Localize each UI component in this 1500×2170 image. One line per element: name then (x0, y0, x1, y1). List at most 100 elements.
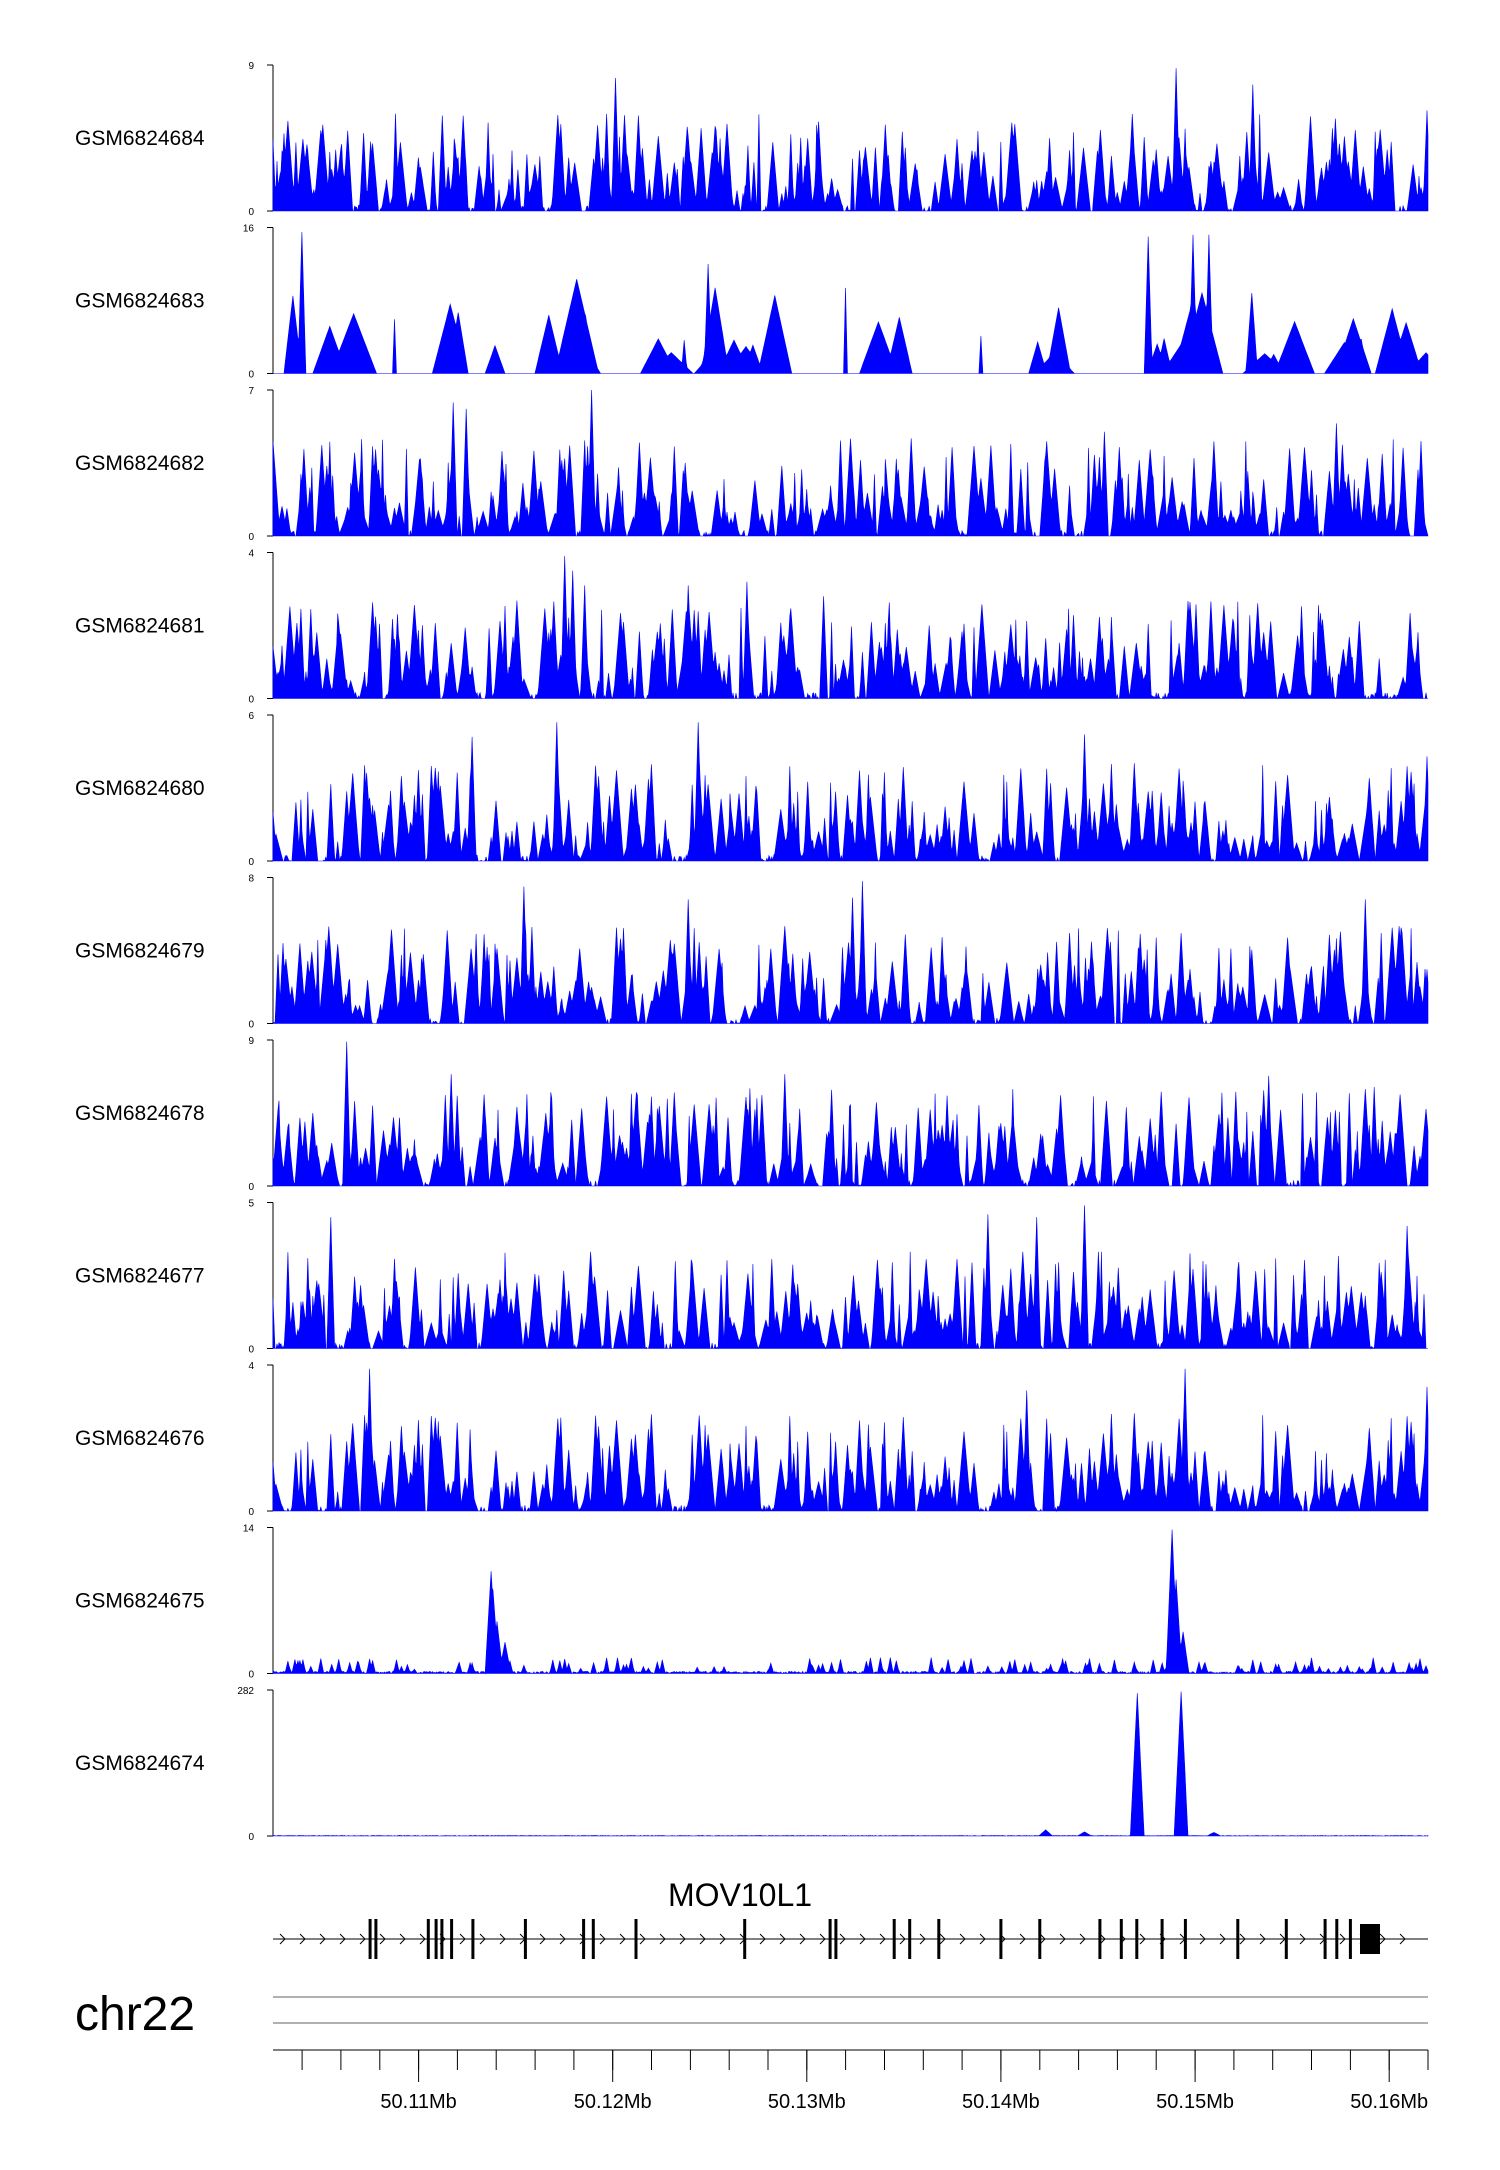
x-tick-label: 50.14Mb (962, 2091, 1040, 2113)
strand-arrow (699, 1933, 706, 1945)
y-scale-min: 0 (248, 857, 254, 868)
strand-arrow (719, 1933, 726, 1945)
x-tick-label: 50.15Mb (1156, 2091, 1234, 2113)
strand-arrow (939, 1933, 946, 1945)
strand-arrow (1399, 1933, 1406, 1945)
exon (450, 1919, 454, 1959)
strand-arrow (899, 1933, 906, 1945)
exon (582, 1919, 586, 1959)
signal-area (272, 389, 1429, 538)
exon (1183, 1919, 1187, 1959)
track-label: GSM6824683 (75, 290, 205, 313)
chromosome-label: chr22 (75, 1988, 195, 2041)
exon (828, 1919, 832, 1959)
strand-arrow (379, 1933, 386, 1945)
y-scale-max: 14 (243, 1524, 255, 1535)
minor-ticks (301, 2050, 1429, 2070)
strand-arrow (1219, 1933, 1226, 1945)
exon (1348, 1919, 1352, 1959)
strand-arrow (799, 1933, 806, 1945)
signal-area (272, 722, 1429, 863)
strand-arrow (559, 1933, 566, 1945)
strand-arrow (1079, 1933, 1086, 1945)
signal-area (272, 881, 1429, 1025)
strand-arrow (859, 1933, 866, 1945)
y-scale-max: 8 (248, 874, 254, 885)
track-GSM6824677: GSM6824677 5 0 (75, 1199, 1428, 1356)
strand-arrow (1019, 1933, 1026, 1945)
signal-area (272, 1691, 1429, 1837)
exon (908, 1919, 912, 1959)
exon (368, 1919, 372, 1959)
signal-area (272, 1041, 1429, 1187)
strand-arrow (619, 1933, 626, 1945)
y-scale-max: 7 (248, 386, 254, 397)
y-scale-max: 9 (248, 61, 254, 72)
signal-area (272, 68, 1429, 213)
y-scale-max: 282 (237, 1686, 254, 1697)
track-GSM6824683: GSM6824683 16 0 (75, 224, 1429, 381)
track-GSM6824682: GSM6824682 7 0 (75, 386, 1429, 543)
strand-arrow (1239, 1933, 1246, 1945)
strand-arrow (339, 1933, 346, 1945)
strand-arrow (659, 1933, 666, 1945)
strand-arrow (959, 1933, 966, 1945)
y-scale-max: 9 (248, 1036, 254, 1047)
signal-tracks: GSM682468490GSM6824683160GSM682468270GSM… (75, 61, 1429, 1843)
exon (374, 1919, 378, 1959)
strand-arrow (319, 1933, 326, 1945)
exon (1335, 1919, 1339, 1959)
strand-arrow (419, 1933, 426, 1945)
strand-arrow (779, 1933, 786, 1945)
track-GSM6824676: GSM6824676 4 0 (75, 1361, 1429, 1518)
utr-block (1360, 1924, 1380, 1954)
y-scale-min: 0 (248, 370, 254, 381)
track-GSM6824674: GSM6824674 282 0 (75, 1686, 1429, 1843)
exon (1135, 1919, 1139, 1959)
exon (892, 1919, 896, 1959)
genome-axis: 50.11Mb 50.12Mb 50.13Mb 50.14Mb 50.15Mb 50.16… (273, 2049, 1429, 2113)
y-scale-max: 4 (248, 549, 254, 560)
exon (1236, 1919, 1240, 1959)
y-scale-min: 0 (248, 532, 254, 543)
exon (523, 1919, 527, 1959)
exon (1284, 1919, 1288, 1959)
track-GSM6824680: GSM6824680 6 0 (75, 711, 1429, 868)
track-GSM6824684: GSM6824684 9 0 (75, 61, 1429, 218)
strand-arrow (1039, 1933, 1046, 1945)
y-scale-min: 0 (248, 207, 254, 218)
track-label: GSM6824680 (75, 777, 205, 800)
strand-arrow (479, 1933, 486, 1945)
track-label: GSM6824679 (75, 940, 205, 963)
y-scale-max: 16 (243, 224, 255, 235)
strand-arrow (599, 1933, 606, 1945)
chromosome-track: chr22 (75, 1988, 1428, 2041)
strand-arrow (1299, 1933, 1306, 1945)
signal-area (272, 556, 1428, 700)
strand-arrow (1199, 1933, 1206, 1945)
gene-annotation-track: MOV10L1 (273, 1877, 1428, 1959)
strand-arrow (499, 1933, 506, 1945)
x-tick-label: 50.12Mb (574, 2091, 652, 2113)
signal-area (272, 1205, 1428, 1350)
track-label: GSM6824678 (75, 1102, 205, 1125)
exon (634, 1919, 638, 1959)
y-scale-max: 6 (248, 711, 254, 722)
track-GSM6824675: GSM6824675 14 0 (75, 1524, 1429, 1681)
signal-area (272, 1529, 1429, 1675)
track-label: GSM6824674 (75, 1752, 205, 1775)
y-scale-min: 0 (248, 1345, 254, 1356)
exon (1098, 1919, 1102, 1959)
track-GSM6824678: GSM6824678 9 0 (75, 1036, 1429, 1193)
strand-arrow (639, 1933, 646, 1945)
track-label: GSM6824675 (75, 1590, 205, 1613)
y-scale-min: 0 (248, 1020, 254, 1031)
exon (434, 1919, 438, 1959)
strand-arrow (979, 1933, 986, 1945)
exon (834, 1919, 838, 1959)
y-scale-min: 0 (248, 1507, 254, 1518)
exon (591, 1919, 595, 1959)
exon (426, 1919, 430, 1959)
exon (1119, 1919, 1123, 1959)
